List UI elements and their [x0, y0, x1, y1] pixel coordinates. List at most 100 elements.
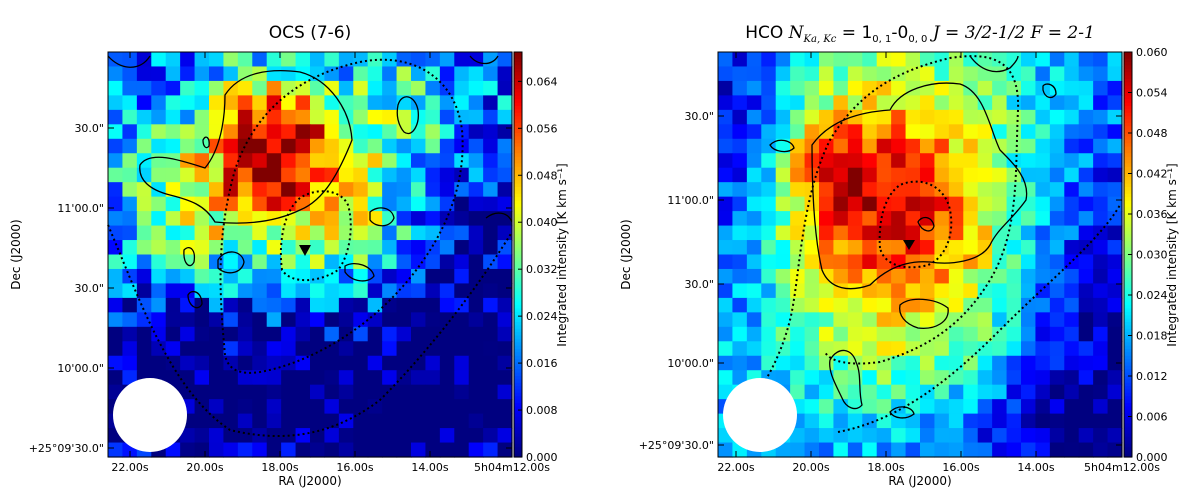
- heatmap-cell: [775, 370, 791, 386]
- heatmap-cell: [804, 211, 820, 227]
- heatmap-cell: [876, 283, 892, 299]
- heatmap-cell: [746, 52, 762, 68]
- heatmap-cell: [1078, 138, 1094, 154]
- heatmap-cell: [1093, 225, 1109, 241]
- colorbar-tick-label: 0.008: [526, 404, 558, 417]
- heatmap-cell: [847, 196, 863, 212]
- heatmap-cell: [151, 254, 167, 270]
- heatmap-cell: [1064, 211, 1080, 227]
- heatmap-cell: [425, 182, 441, 198]
- heatmap-cell: [790, 95, 806, 111]
- heatmap-cell: [977, 254, 993, 270]
- contours: [734, 55, 1121, 433]
- heatmap-cell: [819, 225, 835, 241]
- heatmap-cell: [1021, 384, 1037, 400]
- heatmap-cell: [338, 370, 354, 386]
- heatmap-cell: [108, 312, 124, 328]
- heatmap-cell: [497, 225, 513, 241]
- heatmap-cell: [396, 326, 412, 342]
- heatmap-cell: [920, 182, 936, 198]
- heatmap-cell: [165, 254, 181, 270]
- heatmap-cell: [338, 138, 354, 154]
- colorbar-segment: [1124, 433, 1132, 438]
- y-tick-label: +25°09'30.0": [29, 442, 104, 455]
- heatmap-cell: [136, 138, 152, 154]
- heatmap-cell: [920, 109, 936, 125]
- heatmap-cell: [746, 153, 762, 169]
- heatmap-cell: [948, 355, 964, 371]
- heatmap-cell: [353, 182, 369, 198]
- heatmap-cell: [338, 167, 354, 183]
- heatmap-cell: [732, 153, 748, 169]
- y-tick-label: 30.0": [684, 278, 714, 291]
- colorbar-segment: [514, 99, 522, 104]
- heatmap-cell: [281, 66, 297, 82]
- colorbar-segment: [514, 288, 522, 293]
- heatmap-cell: [790, 196, 806, 212]
- colorbar-segment: [514, 403, 522, 407]
- colorbar-segment: [1124, 217, 1132, 222]
- colorbar-segment: [514, 379, 522, 384]
- contour-dotted: [107, 224, 513, 438]
- colorbar-segment: [1124, 268, 1132, 272]
- source-marker: [903, 240, 915, 250]
- heatmap-cell: [1064, 95, 1080, 111]
- heatmap-cell: [1035, 268, 1051, 285]
- heatmap-cell: [310, 283, 326, 299]
- heatmap-cell: [209, 80, 225, 96]
- heatmap-cell: [310, 312, 326, 328]
- heatmap-cell: [266, 370, 282, 386]
- x-tick-label: 14.00s: [1017, 461, 1054, 474]
- colorbar-segment: [1124, 416, 1132, 421]
- heatmap-cell: [833, 326, 849, 342]
- heatmap-cell: [324, 370, 340, 386]
- heatmap-cell: [483, 428, 499, 444]
- heatmap-cell: [963, 124, 979, 140]
- colorbar-segment: [514, 372, 522, 377]
- heatmap-cell: [237, 153, 253, 169]
- heatmap-cell: [497, 254, 513, 270]
- heatmap-cell: [382, 428, 398, 444]
- heatmap-cell: [108, 153, 124, 169]
- heatmap-cell: [977, 196, 993, 212]
- heatmap-cell: [1107, 182, 1123, 198]
- heatmap-cell: [1093, 66, 1109, 82]
- x-tick-label: 14.00s: [411, 461, 448, 474]
- heatmap-cell: [746, 225, 762, 241]
- heatmap-cell: [180, 138, 196, 154]
- heatmap-cell: [382, 80, 398, 96]
- colorbar-segment: [1124, 160, 1132, 164]
- panel-hco: HCO NKa, Kc = 10, 1-00, 0 J = 3/2-1/2 F …: [619, 23, 1179, 488]
- colorbar-segment: [1124, 261, 1132, 266]
- heatmap-cell: [396, 240, 412, 256]
- heatmap-cell: [891, 182, 907, 198]
- heatmap-cell: [819, 384, 835, 400]
- heatmap-cell: [1021, 196, 1037, 212]
- heatmap-cell: [310, 341, 326, 357]
- heatmap-cell: [948, 52, 964, 68]
- heatmap-cell: [151, 153, 167, 169]
- heatmap-cell: [1064, 341, 1080, 357]
- heatmap-cell: [891, 225, 907, 241]
- heatmap-cell: [891, 240, 907, 256]
- heatmap-cell: [454, 355, 470, 371]
- colorbar-segment: [514, 224, 522, 229]
- heatmap-cell: [180, 326, 196, 342]
- heatmap-cell: [223, 283, 239, 299]
- heatmap-cell: [948, 124, 964, 140]
- x-axis-label: RA (J2000): [888, 474, 951, 488]
- heatmap-cell: [454, 109, 470, 125]
- colorbar-segment: [1124, 99, 1132, 104]
- heatmap-cell: [295, 138, 311, 154]
- heatmap-cell: [775, 240, 791, 256]
- heatmap-cell: [934, 182, 950, 198]
- heatmap-cell: [252, 225, 268, 241]
- heatmap-cell: [108, 225, 124, 241]
- heatmap-cell: [353, 66, 369, 82]
- heatmap-cell: [775, 297, 791, 313]
- colorbar-segment: [1124, 92, 1132, 97]
- heatmap-cell: [411, 80, 427, 96]
- heatmap-cell: [977, 297, 993, 313]
- heatmap-cell: [963, 326, 979, 342]
- heatmap-cell: [180, 355, 196, 371]
